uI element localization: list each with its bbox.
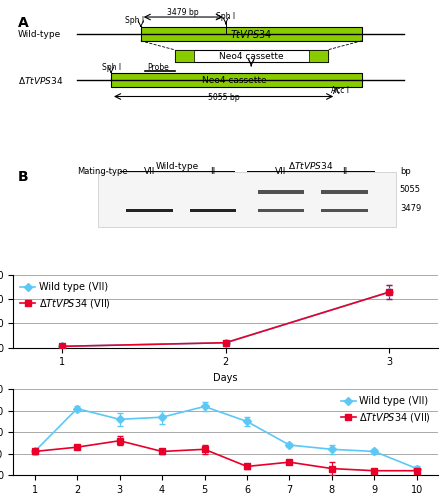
X-axis label: Days: Days — [214, 373, 238, 383]
Bar — [321, 208, 368, 212]
Bar — [190, 208, 236, 212]
Bar — [308, 50, 328, 62]
Text: bp: bp — [400, 168, 411, 176]
Text: A: A — [18, 16, 29, 30]
Text: Probe: Probe — [147, 62, 169, 72]
Text: Neo4 cassette: Neo4 cassette — [219, 52, 283, 60]
Text: 3479 bp: 3479 bp — [168, 8, 199, 17]
Text: Wild-type: Wild-type — [155, 162, 198, 170]
Text: VII: VII — [143, 168, 155, 176]
Text: B: B — [18, 170, 28, 184]
Bar — [141, 28, 362, 41]
Text: II: II — [211, 168, 215, 176]
Text: Sph I: Sph I — [125, 16, 144, 26]
Bar — [257, 190, 304, 194]
Text: $\mathit{TtVPS34}$: $\mathit{TtVPS34}$ — [230, 28, 272, 40]
Bar — [175, 50, 328, 62]
Bar — [321, 190, 368, 194]
Text: 3479: 3479 — [400, 204, 421, 212]
Bar — [111, 74, 362, 87]
Text: Neo4 cassette: Neo4 cassette — [202, 76, 266, 84]
Text: $\mathit{\Delta TtVPS34}$: $\mathit{\Delta TtVPS34}$ — [18, 74, 63, 86]
Text: Sph I: Sph I — [216, 12, 235, 22]
Legend: Wild type (VII), $\mathit{\Delta TtVPS34}$ (VII): Wild type (VII), $\mathit{\Delta TtVPS34… — [339, 394, 433, 426]
Legend: Wild type (VII), $\mathit{\Delta TtVPS34}$ (VII): Wild type (VII), $\mathit{\Delta TtVPS34… — [18, 280, 113, 312]
Text: 5055 bp: 5055 bp — [208, 93, 240, 102]
Bar — [126, 208, 173, 212]
Text: $\mathit{\Delta TtVPS34}$: $\mathit{\Delta TtVPS34}$ — [288, 160, 333, 170]
Bar — [257, 208, 304, 212]
Bar — [175, 50, 194, 62]
Text: Sph I: Sph I — [101, 62, 121, 72]
Text: Acc I: Acc I — [331, 86, 350, 95]
Text: VII: VII — [275, 168, 287, 176]
Bar — [190, 208, 236, 212]
Text: 5055: 5055 — [400, 184, 421, 194]
Bar — [98, 172, 396, 227]
Text: Mating-type: Mating-type — [77, 168, 128, 176]
Bar — [126, 208, 173, 212]
Text: II: II — [342, 168, 347, 176]
Text: Wild-type: Wild-type — [18, 30, 61, 38]
Bar — [126, 208, 173, 212]
Bar — [190, 208, 236, 212]
